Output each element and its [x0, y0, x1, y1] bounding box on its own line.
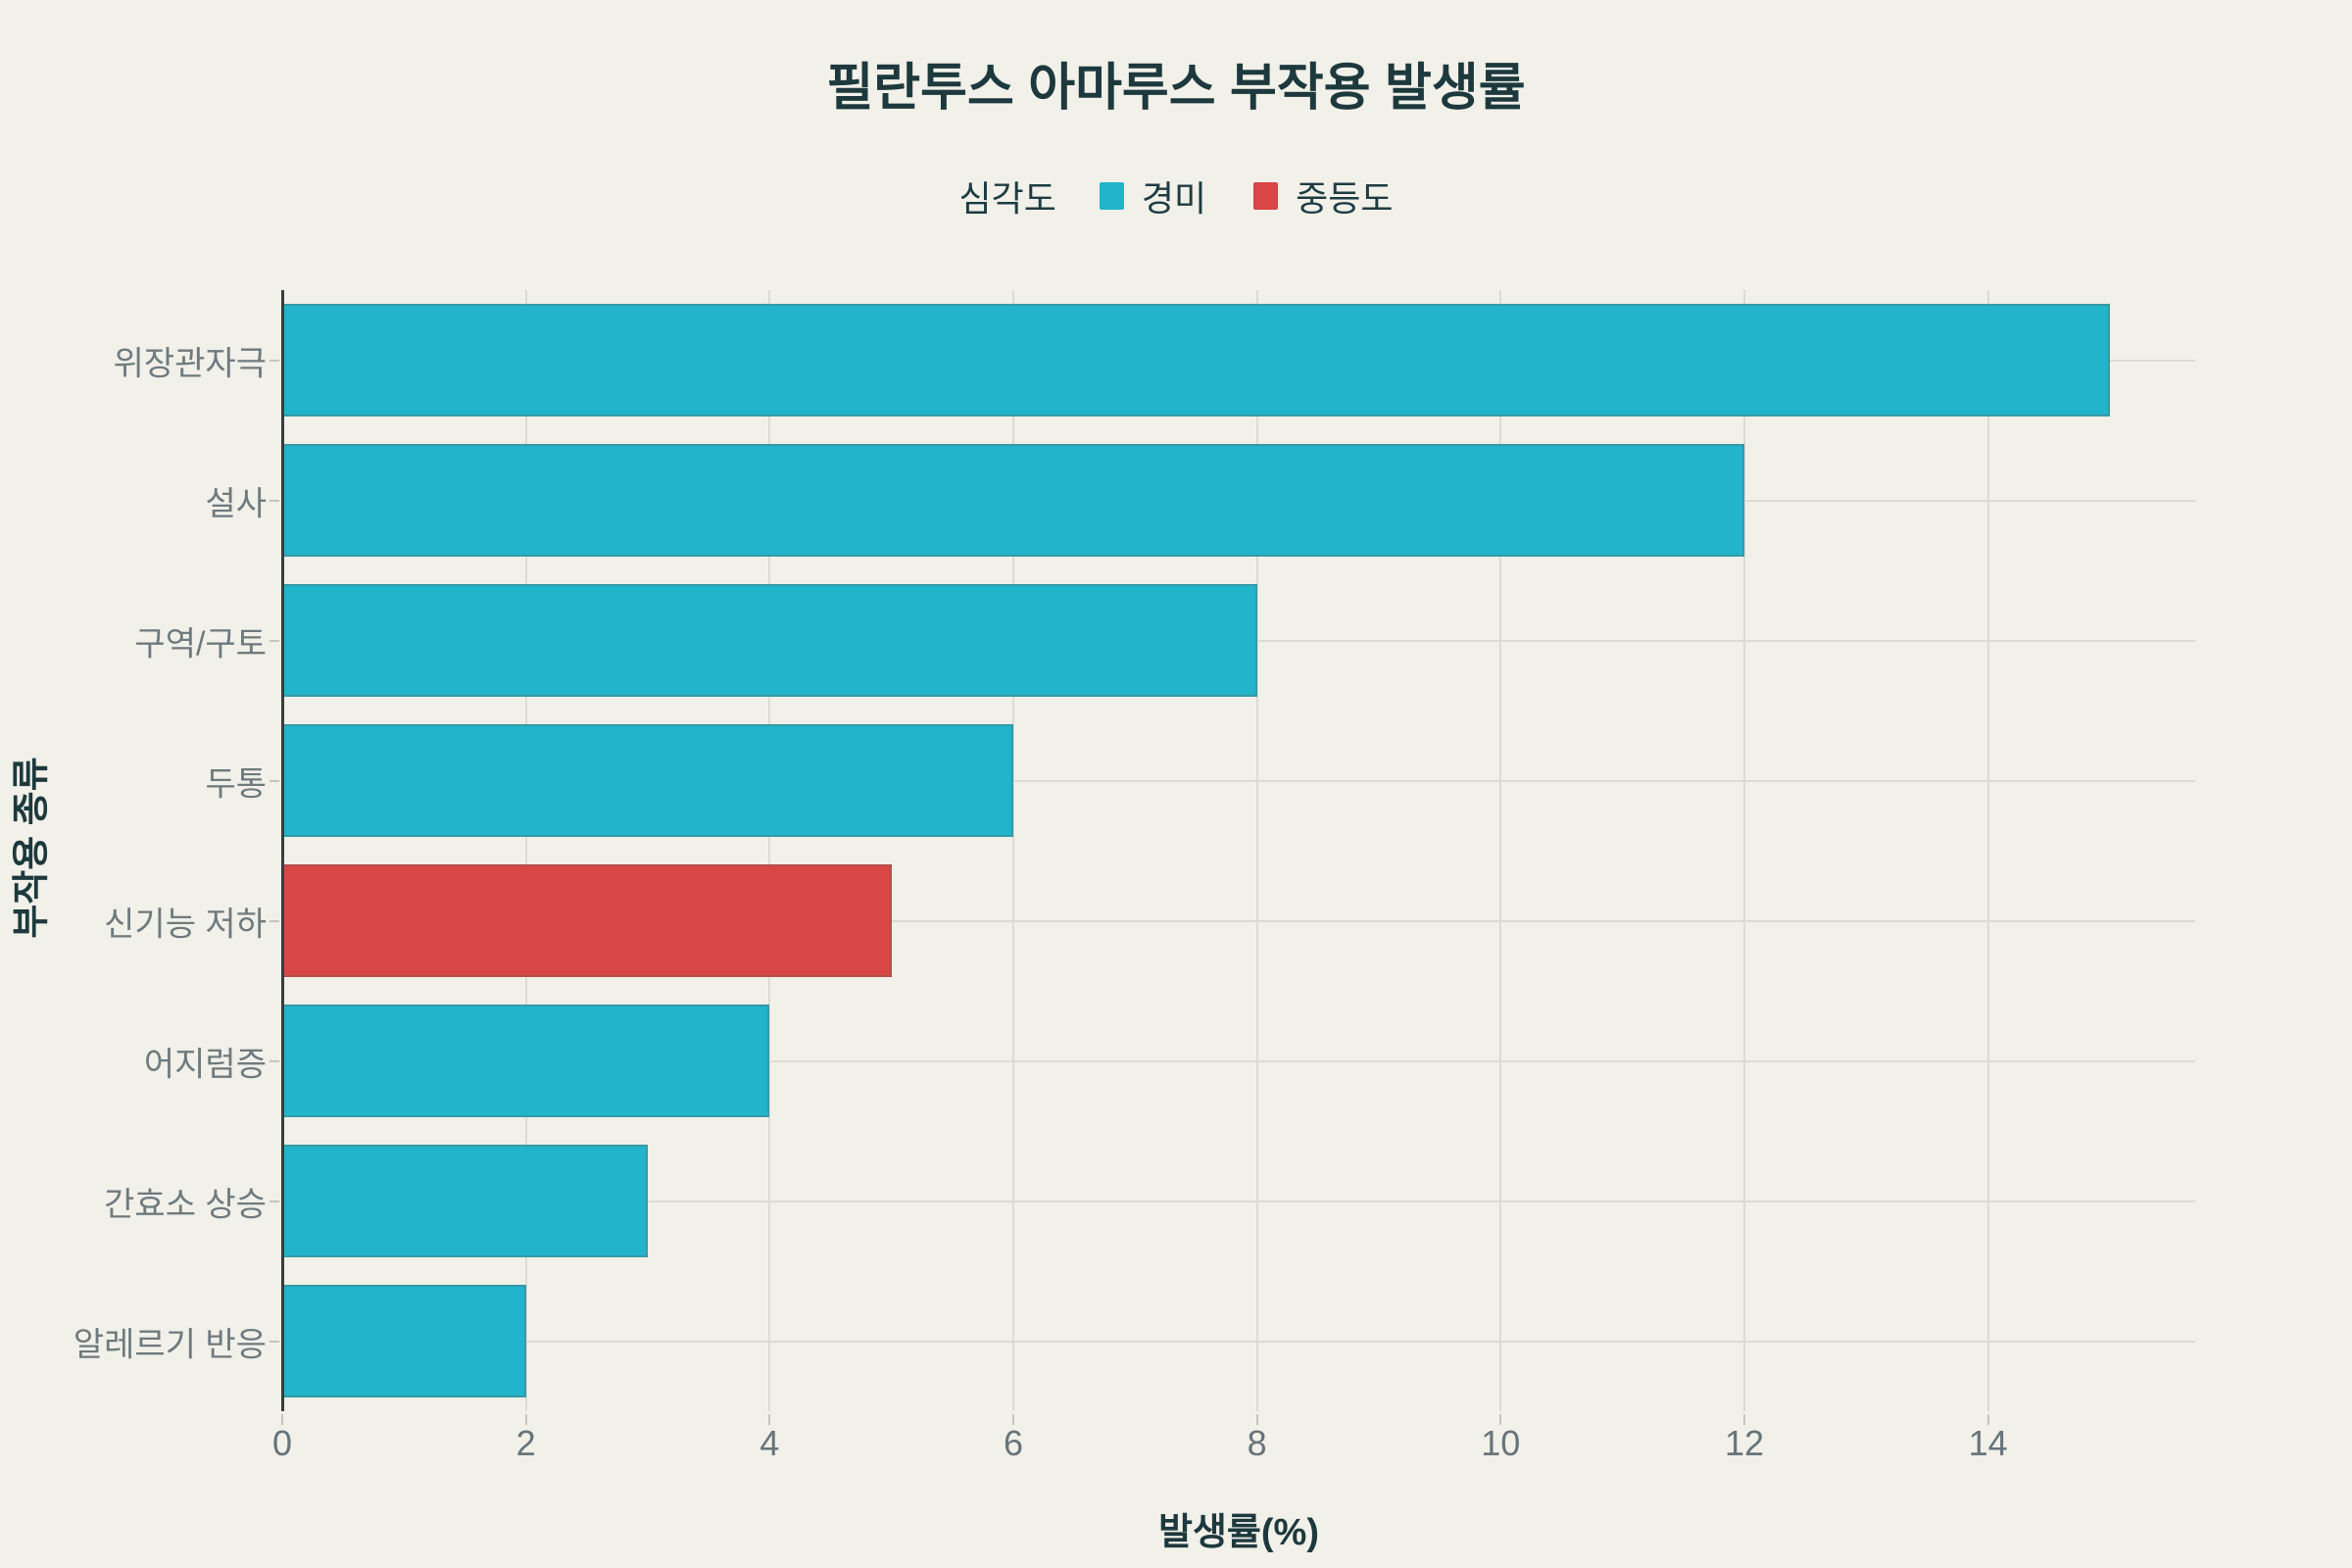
y-gridline	[282, 1340, 2195, 1343]
x-tick-mark	[1011, 1414, 1014, 1425]
x-tick-mark	[524, 1414, 527, 1425]
y-tick-mark	[270, 639, 279, 642]
bar	[282, 724, 1013, 837]
y-category-label: 구역/구토	[134, 625, 267, 662]
x-tick-mark	[1255, 1414, 1258, 1425]
bar	[282, 1004, 770, 1117]
y-tick-mark	[270, 1059, 279, 1062]
y-gridline	[282, 779, 2195, 782]
y-category-label: 어지럼증	[143, 1046, 267, 1083]
x-tick-label: 8	[1247, 1423, 1267, 1463]
legend-item-label: 경미	[1141, 178, 1207, 219]
bar	[282, 1285, 526, 1397]
x-gridline	[768, 290, 771, 1411]
x-axis-title: 발생률(%)	[1158, 1512, 1319, 1553]
x-tick-label: 12	[1724, 1423, 1764, 1463]
y-category-label: 신기능 저하	[104, 906, 267, 943]
y-tick-mark	[270, 499, 279, 502]
y-axis-line	[281, 290, 284, 1411]
chart-title: 필란투스 아마루스 부작용 발생률	[826, 60, 1526, 117]
x-tick-mark	[1499, 1414, 1502, 1425]
legend-item-label: 중등도	[1296, 178, 1394, 219]
y-category-label: 위장관자극	[113, 345, 267, 382]
x-tick-mark	[1742, 1414, 1745, 1425]
x-gridline	[1499, 290, 1502, 1411]
bar	[282, 444, 1744, 557]
y-tick-mark	[270, 779, 279, 782]
y-tick-mark	[270, 919, 279, 922]
y-gridline	[282, 1200, 2195, 1202]
x-gridline	[1255, 290, 1258, 1411]
x-axis-tick-labels: 0 2 4 6 8 10 12 14	[272, 1423, 2195, 1472]
x-tick-label: 2	[515, 1423, 536, 1463]
x-tick-label: 0	[271, 1423, 293, 1463]
y-category-label: 설사	[205, 485, 267, 522]
legend-swatch	[1253, 182, 1279, 210]
bar	[282, 1145, 648, 1257]
x-gridline	[1011, 290, 1014, 1411]
x-gridline	[524, 290, 527, 1411]
x-tick-label: 10	[1481, 1423, 1521, 1463]
bar	[282, 584, 1257, 697]
legend-item: 경미	[1099, 171, 1207, 221]
y-category-label: 두통	[205, 765, 267, 803]
y-category-label: 간효소 상승	[104, 1186, 267, 1223]
y-tick-mark	[270, 359, 279, 362]
x-gridline	[1986, 290, 1989, 1411]
legend-item: 중등도	[1253, 171, 1394, 221]
x-tick-mark	[281, 1414, 283, 1425]
y-category-label: 알레르기 반응	[73, 1326, 267, 1363]
y-tick-mark	[270, 1200, 279, 1202]
y-gridline	[282, 919, 2195, 922]
y-gridline	[282, 1059, 2195, 1062]
bar	[282, 304, 2110, 416]
legend: 심각도 경미 중등도	[0, 169, 2352, 223]
plot-area	[270, 290, 2195, 1425]
x-gridline	[1742, 290, 1745, 1411]
y-tick-mark	[270, 1340, 279, 1343]
legend-swatch	[1099, 182, 1124, 210]
x-tick-label: 4	[760, 1423, 780, 1463]
legend-items: 경미 중등도	[1099, 171, 1394, 221]
x-tick-mark	[1986, 1414, 1989, 1425]
bar	[282, 864, 892, 977]
x-tick-mark	[768, 1414, 771, 1425]
x-tick-label: 14	[1968, 1423, 2008, 1463]
legend-title: 심각도	[958, 178, 1056, 219]
x-tick-label: 6	[1003, 1423, 1023, 1463]
